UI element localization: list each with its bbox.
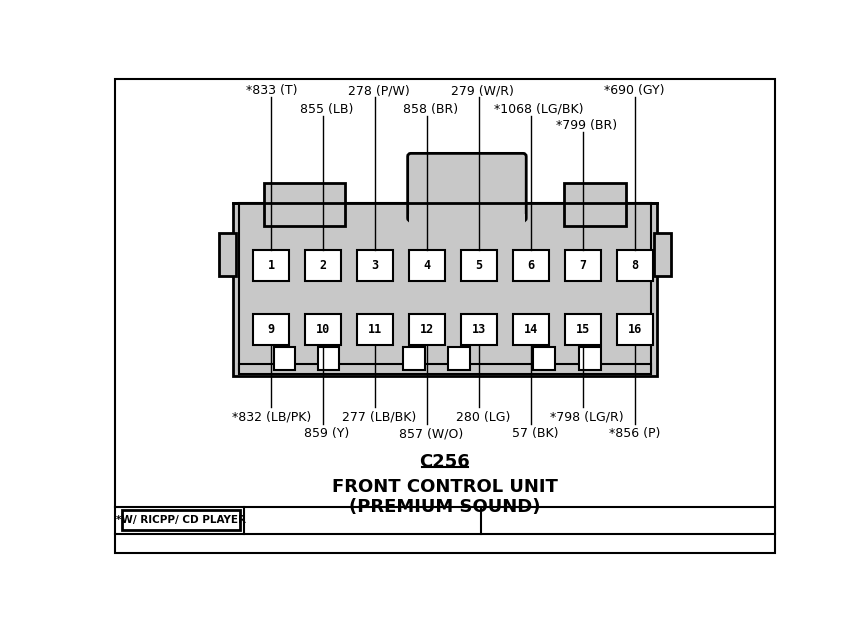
Text: *W/ RICPP/ CD PLAYER: *W/ RICPP/ CD PLAYER [116,515,247,525]
Bar [305,314,341,345]
Bar [616,250,653,281]
Bar [461,250,497,281]
Bar [513,314,549,345]
Text: 1: 1 [267,260,275,272]
Bar [513,250,549,281]
Text: 11: 11 [368,323,382,336]
Bar [403,346,424,370]
Text: *799 (BR): *799 (BR) [556,119,617,132]
Text: 859 (Y): 859 (Y) [305,428,350,440]
Text: (PREMIUM SOUND): (PREMIUM SOUND) [349,498,541,515]
Bar [239,203,651,370]
Bar [219,234,235,276]
Text: FRONT CONTROL UNIT: FRONT CONTROL UNIT [332,478,558,496]
Bar [233,203,657,376]
Text: 13: 13 [472,323,486,336]
Bar [616,314,653,345]
Text: 16: 16 [628,323,641,336]
Text: 15: 15 [575,323,590,336]
Text: 855 (LB): 855 (LB) [300,103,354,116]
Bar [273,346,295,370]
Text: 3: 3 [372,260,378,272]
Text: 278 (P/W): 278 (P/W) [348,84,410,97]
Text: 6: 6 [528,260,535,272]
Text: *856 (P): *856 (P) [609,428,661,440]
Bar [448,346,470,370]
Text: *833 (T): *833 (T) [246,84,297,97]
Bar [533,346,555,370]
Text: 4: 4 [424,260,431,272]
Bar [318,346,339,370]
Bar [239,364,651,374]
Text: 10: 10 [316,323,331,336]
Text: 9: 9 [267,323,275,336]
Text: 57 (BK): 57 (BK) [511,428,558,440]
Bar [461,314,497,345]
Bar [357,314,393,345]
Bar [264,183,345,226]
Bar [305,250,341,281]
Bar [253,314,289,345]
Text: *690 (GY): *690 (GY) [604,84,665,97]
Text: *832 (LB/PK): *832 (LB/PK) [232,411,311,423]
Text: 14: 14 [523,323,538,336]
Bar [564,250,601,281]
Bar [409,250,445,281]
Text: 280 (LG): 280 (LG) [456,411,510,423]
Text: 279 (W/R): 279 (W/R) [451,84,514,97]
Bar [409,314,445,345]
Bar [564,183,626,226]
Bar [564,314,601,345]
Text: 277 (LB/BK): 277 (LB/BK) [342,411,416,423]
Text: C256: C256 [419,453,470,471]
Bar [654,234,671,276]
Text: 7: 7 [579,260,587,272]
Text: 858 (BR): 858 (BR) [404,103,458,116]
Text: 12: 12 [420,323,434,336]
Text: 857 (W/O): 857 (W/O) [398,428,463,440]
Bar [253,250,289,281]
FancyBboxPatch shape [408,153,526,221]
Bar [579,346,601,370]
Bar [409,214,524,226]
Text: *1068 (LG/BK): *1068 (LG/BK) [494,103,583,116]
Text: 8: 8 [631,260,638,272]
Text: *798 (LG/R): *798 (LG/R) [549,411,623,423]
Text: 5: 5 [476,260,483,272]
Bar [357,250,393,281]
Text: 2: 2 [319,260,326,272]
Bar [122,510,240,530]
